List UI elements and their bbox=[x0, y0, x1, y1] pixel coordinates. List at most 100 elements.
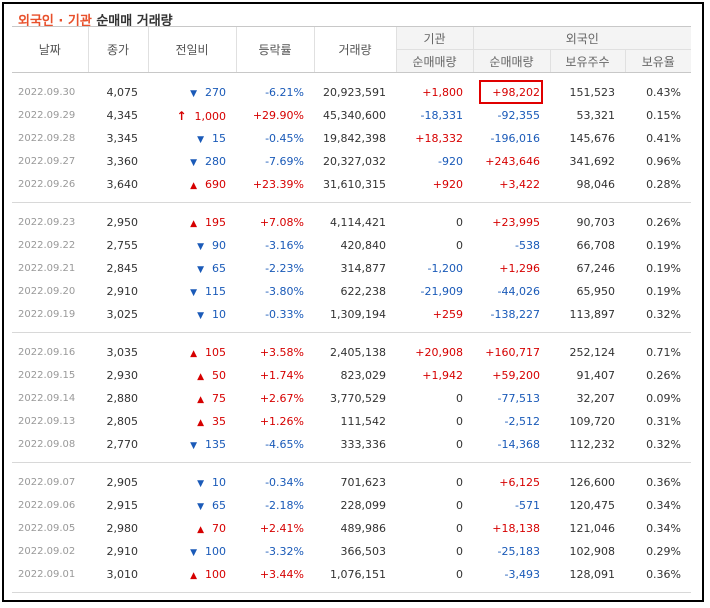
cell-volume: 701,623 bbox=[340, 476, 387, 489]
screenshot-frame: 외국인 · 기관 순매매 거래량 bbox=[2, 2, 704, 602]
table-row: 2022.09.26 3,640 ▲ 690 +23.39% 31,610,315 +920… bbox=[12, 173, 692, 203]
table-row: 2022.09.08 2,770 ▼ 135 -4.65% 333,336 0 -14,368… bbox=[12, 433, 692, 463]
cell-change: ▼ 10 bbox=[148, 303, 236, 333]
cell-volume: 489,986 bbox=[340, 522, 387, 535]
cell-rate: -2.23% bbox=[265, 262, 304, 275]
down-triangle-icon: ▼ bbox=[190, 89, 197, 99]
cell-foreign-ratio: 0.41% bbox=[646, 132, 682, 145]
cell-volume: 823,029 bbox=[340, 369, 387, 382]
section-title-rest: 순매매 거래량 bbox=[96, 14, 173, 29]
col-group-institution: 기관 bbox=[395, 26, 473, 50]
cell-change: ▲ 100 bbox=[148, 563, 236, 593]
cell-volume: 3,770,529 bbox=[330, 392, 386, 405]
up-triangle-icon: ▲ bbox=[197, 525, 204, 535]
cell-close: 3,640 bbox=[88, 173, 148, 203]
table-row: 2022.09.29 4,345 ↑ 1,000 +29.90% 45,340,600 -1… bbox=[12, 104, 691, 127]
down-triangle-icon: ▼ bbox=[190, 548, 197, 558]
cell-volume: 622,238 bbox=[340, 285, 387, 298]
cell-date: 2022.09.21 bbox=[18, 263, 76, 274]
cell-foreign-ratio: 0.26% bbox=[646, 369, 682, 382]
cell-inst-net: -920 bbox=[438, 155, 463, 168]
cell-foreign-net: -571 bbox=[515, 499, 540, 512]
cell-volume: 111,542 bbox=[340, 415, 387, 428]
cell-volume: 20,923,591 bbox=[323, 86, 386, 99]
cell-foreign-ratio: 0.26% bbox=[646, 216, 682, 229]
cell-foreign-ratio: 0.34% bbox=[646, 522, 682, 535]
table-row: 2022.09.27 3,360 ▼ 280 -7.69% 20,327,032 -920 +… bbox=[12, 150, 691, 173]
cell-foreign-hold: 252,124 bbox=[569, 346, 616, 359]
cell-foreign-hold: 91,407 bbox=[576, 369, 616, 382]
table-row: 2022.09.23 2,950 ▲ 195 +7.08% 4,114,421 0 +23,9… bbox=[12, 203, 691, 235]
cell-volume: 366,503 bbox=[340, 545, 387, 558]
down-triangle-icon: ▼ bbox=[197, 265, 204, 275]
cell-rate: -3.16% bbox=[265, 239, 304, 252]
cell-rate: +2.67% bbox=[259, 392, 304, 405]
up-triangle-icon: ▲ bbox=[197, 372, 204, 382]
cell-volume: 1,309,194 bbox=[314, 303, 396, 333]
cell-inst-net: 0 bbox=[456, 522, 463, 535]
cell-foreign-net: -138,227 bbox=[473, 303, 550, 333]
cell-close: 2,880 bbox=[106, 392, 139, 405]
cell-foreign-ratio: 0.43% bbox=[646, 86, 682, 99]
cell-change-value: 10 bbox=[212, 308, 226, 321]
cell-change-value: 270 bbox=[205, 86, 226, 99]
up-triangle-icon: ▲ bbox=[190, 219, 197, 229]
investor-trading-table: 날짜 종가 전일비 등락률 거래량 기관 외국인 순매매량 순매매량 보유주수 … bbox=[12, 26, 692, 593]
cell-change: ▲ 50 bbox=[148, 364, 236, 387]
cell-close: 2,770 bbox=[88, 433, 148, 463]
cell-volume: 314,877 bbox=[340, 262, 387, 275]
cell-change: ▼ 15 bbox=[148, 127, 236, 150]
cell-change: ▼ 90 bbox=[148, 234, 236, 257]
col-foreign-ratio: 보유율 bbox=[624, 49, 692, 73]
cell-foreign-hold: 341,692 bbox=[569, 155, 616, 168]
cell-date: 2022.09.28 bbox=[18, 133, 76, 144]
cell-change-value: 135 bbox=[205, 438, 226, 451]
cell-foreign-net: +59,200 bbox=[492, 369, 540, 382]
cell-change: ▼ 100 bbox=[148, 540, 236, 563]
cell-close: 2,930 bbox=[106, 369, 139, 382]
cell-foreign-net: +18,138 bbox=[492, 522, 540, 535]
cell-change-value: 690 bbox=[205, 178, 226, 191]
col-rate: 등락률 bbox=[235, 26, 314, 73]
cell-foreign-net: +23,995 bbox=[492, 216, 540, 229]
cell-inst-net: 0 bbox=[456, 392, 463, 405]
table-body: 2022.09.30 4,075 ▼ 270 -6.21% 20,923,591 +1,80… bbox=[12, 73, 692, 593]
cell-foreign-ratio: 0.15% bbox=[646, 109, 682, 122]
cell-change: ▼ 280 bbox=[148, 150, 236, 173]
cell-change-value: 105 bbox=[205, 346, 226, 359]
cell-date: 2022.09.14 bbox=[18, 393, 76, 404]
col-date: 날짜 bbox=[12, 26, 88, 73]
table-row: 2022.09.14 2,880 ▲ 75 +2.67% 3,770,529 0 -77,51… bbox=[12, 387, 691, 410]
cell-rate: -0.34% bbox=[265, 476, 304, 489]
cell-date: 2022.09.30 bbox=[18, 87, 76, 98]
cell-inst-net: 0 bbox=[456, 239, 463, 252]
cell-date: 2022.09.20 bbox=[18, 286, 76, 297]
cell-inst-net: 0 bbox=[396, 433, 473, 463]
down-triangle-icon: ▼ bbox=[190, 441, 197, 451]
cell-date: 2022.09.22 bbox=[18, 240, 76, 251]
cell-foreign-ratio: 0.32% bbox=[625, 433, 692, 463]
cell-foreign-net: -44,026 bbox=[497, 285, 540, 298]
section-title: 외국인 · 기관 순매매 거래량 bbox=[18, 10, 173, 29]
cell-foreign-ratio: 0.32% bbox=[625, 303, 692, 333]
cell-close: 3,345 bbox=[106, 132, 139, 145]
table-header: 날짜 종가 전일비 등락률 거래량 기관 외국인 순매매량 순매매량 보유주수 … bbox=[12, 26, 692, 73]
cell-foreign-hold: 145,676 bbox=[569, 132, 616, 145]
up-triangle-icon: ▲ bbox=[190, 181, 197, 191]
upper-limit-arrow-icon: ↑ bbox=[176, 108, 187, 123]
down-triangle-icon: ▼ bbox=[190, 288, 197, 298]
cell-change: ▲ 70 bbox=[148, 517, 236, 540]
cell-foreign-hold: 67,246 bbox=[576, 262, 616, 275]
cell-close: 4,345 bbox=[106, 109, 139, 122]
cell-foreign-net: +3,422 bbox=[473, 173, 550, 203]
cell-rate: +23.39% bbox=[236, 173, 314, 203]
table-row: 2022.09.07 2,905 ▼ 10 -0.34% 701,623 0 +6,125 12… bbox=[12, 463, 691, 495]
cell-change-value: 75 bbox=[212, 392, 226, 405]
cell-close: 3,035 bbox=[106, 346, 139, 359]
cell-foreign-hold: 109,720 bbox=[569, 415, 616, 428]
cell-volume: 228,099 bbox=[340, 499, 387, 512]
cell-rate: +7.08% bbox=[259, 216, 304, 229]
cell-date: 2022.09.05 bbox=[18, 523, 76, 534]
cell-close: 2,905 bbox=[106, 476, 139, 489]
cell-inst-net: 0 bbox=[456, 415, 463, 428]
